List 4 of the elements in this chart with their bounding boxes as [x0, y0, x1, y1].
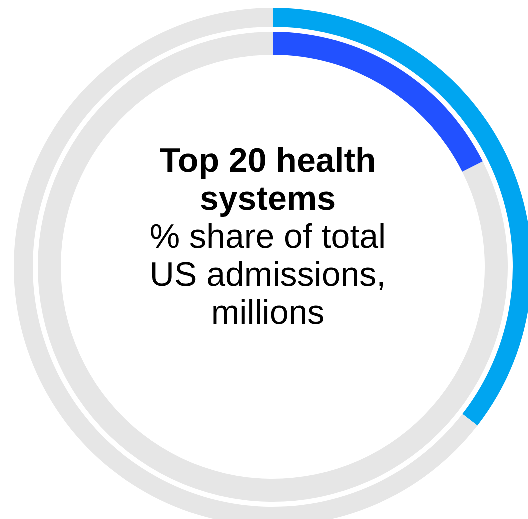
donut-slice [38, 32, 508, 502]
donut-slice [273, 32, 484, 172]
text: Top 20 health systems [158, 142, 378, 218]
text: % share of total US admissions, millions [148, 218, 388, 332]
